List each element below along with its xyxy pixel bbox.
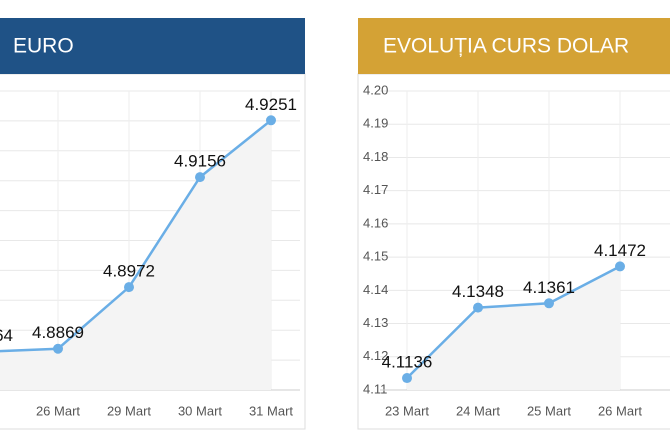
point [124, 282, 134, 293]
y-tick-label: 4.19 [363, 116, 388, 131]
area [0, 120, 271, 390]
chart-title: EURO [13, 35, 74, 58]
x-tick-label: 25 Mart [527, 403, 571, 418]
header [358, 18, 670, 74]
x-tick-label: 29 Mart [107, 403, 151, 418]
area [407, 266, 620, 390]
data-label: 4.8869 [32, 323, 84, 342]
point [473, 302, 483, 313]
y-tick-label: 4.18 [363, 149, 388, 164]
y-tick-label: 4.17 [363, 182, 388, 197]
chart-title: EVOLUȚIA CURS DOLAR [383, 35, 629, 58]
point [53, 343, 63, 354]
x-tick-label: 30 Mart [178, 403, 222, 418]
x-tick-label: 24 Mart [456, 403, 500, 418]
point [195, 172, 205, 183]
y-tick-label: 4.20 [363, 82, 388, 97]
y-tick-label: 4.13 [363, 315, 388, 330]
data-label: 4.8972 [103, 262, 155, 281]
data-label: 4.9156 [174, 152, 226, 171]
y-tick-label: 4.16 [363, 215, 388, 230]
point [544, 298, 554, 309]
point [615, 261, 625, 272]
point [266, 115, 276, 126]
y-tick-label: 4.12 [363, 348, 388, 363]
x-tick-label: 31 Mart [249, 403, 293, 418]
data-label: 4.8864 [0, 326, 13, 345]
line [406, 265, 621, 379]
point [402, 373, 412, 384]
data-label: 4.1348 [452, 282, 504, 301]
header [0, 18, 305, 74]
x-tick-label: 26 Mart [36, 403, 80, 418]
x-tick-label: 26 Mart [598, 403, 642, 418]
data-label: 4.1361 [523, 278, 575, 297]
y-tick-label: 4.11 [363, 381, 387, 396]
data-label: 4.1472 [594, 241, 646, 260]
data-label: 4.1136 [382, 353, 433, 372]
x-tick-label: 23 Mart [385, 403, 429, 418]
data-label: 4.9251 [245, 95, 297, 114]
y-tick-label: 4.15 [363, 249, 388, 264]
y-tick-label: 4.14 [363, 282, 388, 297]
